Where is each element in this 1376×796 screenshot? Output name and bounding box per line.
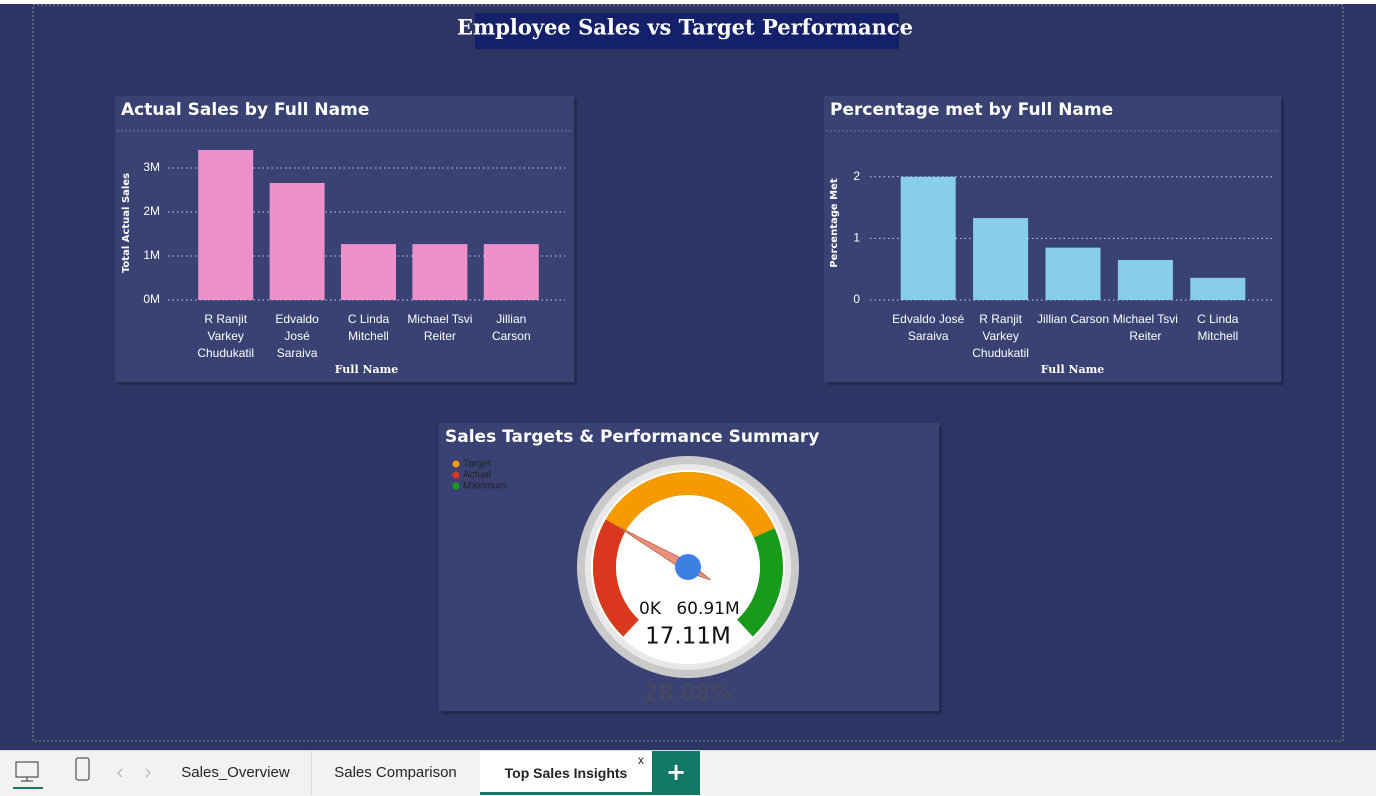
legend-label: Maximum — [463, 481, 506, 492]
x-tick-label: C Linda Mitchell — [1197, 312, 1239, 343]
x-axis-title: Full Name — [1041, 363, 1105, 376]
x-tick-label-box: R Ranjit Varkey Chudukatil — [972, 312, 1029, 360]
bar — [483, 244, 539, 300]
gauge-hub — [675, 554, 701, 580]
x-tick-label: C Linda Mitchell — [347, 312, 390, 343]
page-tab[interactable]: Top Sales Insights — [480, 751, 653, 795]
visual-title: Actual Sales by Full Name — [121, 100, 369, 120]
x-tick-label: Michael Tsvi Reiter — [1112, 312, 1178, 343]
y-tick-label: 3M — [143, 160, 160, 174]
x-tick-label-box: Edvaldo José Saraiva — [275, 312, 319, 360]
x-tick-label-box: Michael Tsvi Reiter — [1112, 312, 1178, 343]
visual-panel — [115, 96, 574, 382]
x-tick-label: R Ranjit Varkey Chudukatil — [972, 312, 1029, 360]
bar — [412, 244, 468, 300]
report-canvas: Employee Sales vs Target Performance Act… — [0, 0, 1376, 742]
x-tick-label-box: C Linda Mitchell — [1197, 312, 1239, 343]
x-tick-label-box: R Ranjit Varkey Chudukatil — [197, 312, 255, 360]
x-axis-title: Full Name — [335, 363, 399, 376]
tab-bar: Sales_Overview Sales Comparison Top Sales … — [0, 750, 1376, 796]
x-tick-label: Jillian Carson — [1036, 312, 1110, 326]
close-tab[interactable]: x — [638, 753, 644, 767]
legend-label: Target — [463, 459, 491, 470]
bar — [269, 182, 325, 300]
next-arrow[interactable] — [145, 768, 150, 778]
legend-dot — [452, 471, 460, 479]
gauge-min-label: 0K — [639, 599, 662, 619]
y-tick-label: 0 — [853, 292, 860, 306]
gauge-band — [593, 472, 775, 637]
visual-panel — [824, 96, 1281, 382]
x-tick-label-box: C Linda Mitchell — [347, 312, 390, 343]
bar — [900, 176, 956, 300]
bar — [198, 149, 254, 300]
x-tick-label: Michael Tsvi Reiter — [407, 312, 473, 343]
title-box — [475, 13, 899, 49]
x-tick-label-box: Edvaldo José Saraiva — [892, 312, 965, 343]
x-tick-label: Jillian Carson — [491, 312, 531, 343]
desktop-icon[interactable] — [15, 761, 39, 778]
gauge-value-label: 17.11M — [645, 624, 731, 650]
gauge-band — [593, 519, 639, 637]
legend-dot — [452, 482, 460, 490]
legend-dot — [452, 460, 460, 468]
y-axis-title: Total Actual Sales — [121, 173, 132, 273]
page-tab[interactable]: Sales Comparison — [311, 751, 481, 795]
x-tick-label-box: Jillian Carson — [491, 312, 531, 343]
legend-label: Actual — [463, 470, 491, 481]
add-tab[interactable]: + — [652, 751, 700, 795]
page-title: Employee Sales vs Target Performance — [457, 15, 913, 40]
view-icons — [13, 757, 150, 789]
gauge-percent-label: 28.08% — [644, 681, 732, 707]
y-tick-label: 1 — [853, 231, 860, 245]
x-tick-label: Edvaldo José Saraiva — [892, 312, 965, 343]
y-axis-title: Percentage Met — [829, 178, 840, 268]
bar — [1190, 277, 1246, 300]
y-tick-label: 2M — [143, 204, 160, 218]
y-tick-label: 1M — [143, 248, 160, 262]
bar — [1045, 247, 1101, 300]
canvas-border — [32, 4, 1344, 742]
page-tab[interactable]: Sales_Overview — [160, 751, 312, 795]
y-tick-label: 0M — [143, 292, 160, 306]
bar — [973, 218, 1029, 300]
prev-arrow[interactable] — [117, 768, 123, 778]
mobile-icon[interactable] — [75, 757, 90, 781]
bar — [341, 244, 396, 300]
top-strip — [0, 0, 1376, 4]
visual-title: Percentage met by Full Name — [830, 100, 1113, 120]
x-tick-label-box: Michael Tsvi Reiter — [407, 312, 473, 343]
bar — [1117, 259, 1173, 300]
x-tick-label: Edvaldo José Saraiva — [275, 312, 319, 360]
x-tick-label-box: Jillian Carson — [1036, 312, 1110, 326]
x-tick-label: R Ranjit Varkey Chudukatil — [197, 312, 255, 360]
gauge-max-label: 60.91M — [676, 599, 739, 619]
visual-title: Sales Targets & Performance Summary — [445, 427, 819, 447]
y-tick-label: 2 — [853, 169, 860, 183]
